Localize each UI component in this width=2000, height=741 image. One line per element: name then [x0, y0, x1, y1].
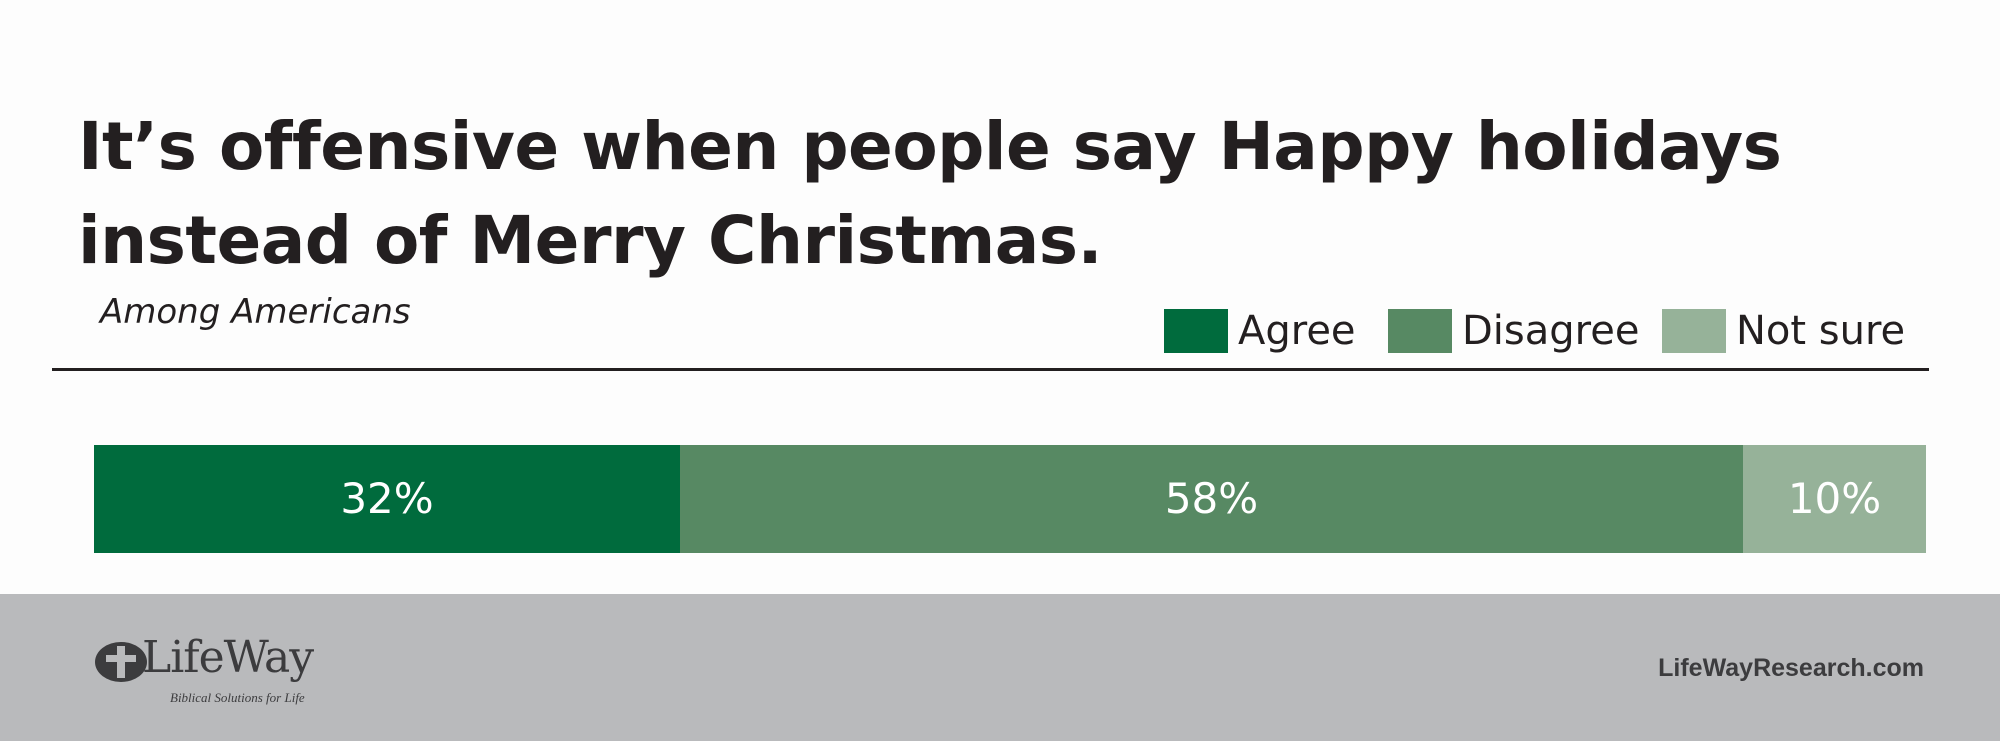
legend-swatch-agree	[1164, 309, 1228, 353]
chart-subtitle: Among Americans	[100, 292, 411, 332]
legend-swatch-not-sure	[1662, 309, 1726, 353]
lifeway-logo-text: LifeWay	[142, 632, 314, 683]
website-link[interactable]: LifeWayResearch.com	[1658, 654, 1924, 682]
lifeway-logo-icon	[95, 642, 147, 682]
lifeway-logo: LifeWay Biblical Solutions for Life	[94, 632, 324, 716]
legend-label-not-sure: Not sure	[1736, 308, 1906, 354]
stacked-bar: 32% 58% 10%	[94, 445, 1926, 553]
legend-item-disagree: Disagree	[1388, 305, 1639, 357]
bar-segment-disagree	[680, 445, 1743, 553]
chart-title-line-1: It’s offensive when people say Happy hol…	[78, 108, 1782, 185]
header-divider	[52, 368, 1929, 371]
data-label-disagree: 58%	[1164, 474, 1259, 523]
data-label-not-sure: 10%	[1787, 474, 1882, 523]
legend-label-agree: Agree	[1238, 308, 1356, 354]
legend-item-agree: Agree	[1164, 305, 1356, 357]
bar-segment-not-sure	[1743, 445, 1926, 553]
bar-segment-agree	[94, 445, 680, 553]
legend-item-not-sure: Not sure	[1662, 305, 1905, 357]
legend-label-disagree: Disagree	[1462, 308, 1640, 354]
footer: LifeWay Biblical Solutions for Life Life…	[0, 594, 2000, 741]
chart-title: It’s offensive when people say Happy hol…	[78, 100, 1878, 288]
lifeway-logo-tagline: Biblical Solutions for Life	[170, 690, 305, 705]
data-label-agree: 32%	[340, 474, 434, 523]
legend-swatch-disagree	[1388, 309, 1452, 353]
chart-title-line-2: instead of Merry Christmas.	[78, 202, 1103, 279]
